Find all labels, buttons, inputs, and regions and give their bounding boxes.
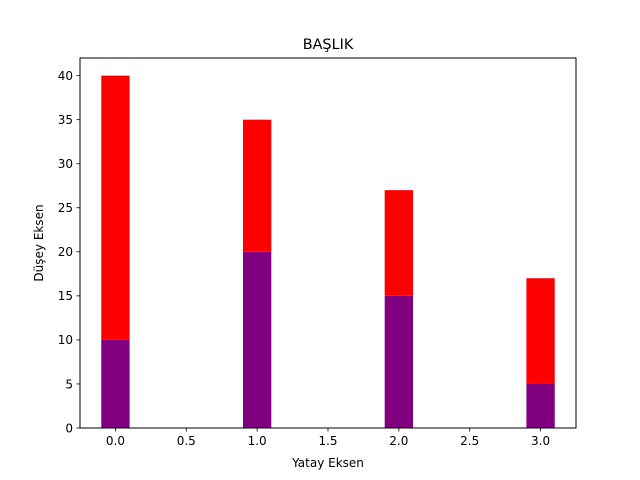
y-tick-label: 10 xyxy=(58,333,73,347)
bars-layer xyxy=(101,75,555,428)
y-tick-label: 30 xyxy=(58,157,73,171)
x-tick-label: 3.0 xyxy=(531,434,550,448)
bar-series-1-point-0 xyxy=(101,75,130,340)
bar-series-0-point-1 xyxy=(242,251,272,428)
plot-frame xyxy=(79,57,577,429)
chart-title: BAŞLIK xyxy=(303,37,354,53)
bar-series-1-point-2 xyxy=(384,190,414,296)
bar-series-1-point-1 xyxy=(242,119,272,252)
bar-series-0-point-0 xyxy=(101,339,130,428)
x-tick-label: 0.0 xyxy=(106,434,125,448)
bar-series-0-point-2 xyxy=(384,295,414,428)
x-axis-label: Yatay Eksen xyxy=(291,456,364,470)
y-tick-label: 25 xyxy=(58,201,73,215)
y-axis-ticks: 0 5 10 15 20 25 30 35 40 xyxy=(58,69,80,435)
x-tick-label: 1.5 xyxy=(318,434,337,448)
bar-series-1-point-3 xyxy=(526,278,555,384)
x-tick-label: 1.0 xyxy=(248,434,267,448)
x-tick-label: 2.0 xyxy=(389,434,408,448)
bar-series-0-point-3 xyxy=(526,383,555,428)
y-tick-label: 35 xyxy=(58,113,73,127)
x-tick-label: 2.5 xyxy=(460,434,479,448)
y-tick-label: 0 xyxy=(65,421,73,435)
y-tick-label: 20 xyxy=(58,245,73,259)
x-tick-label: 0.5 xyxy=(177,434,196,448)
y-tick-label: 40 xyxy=(58,69,73,83)
x-axis-ticks: 0.0 0.5 1.0 1.5 2.0 2.5 3.0 xyxy=(106,428,550,448)
y-axis-label: Düşey Eksen xyxy=(32,204,46,281)
y-tick-label: 5 xyxy=(65,377,73,391)
y-tick-label: 15 xyxy=(58,289,73,303)
